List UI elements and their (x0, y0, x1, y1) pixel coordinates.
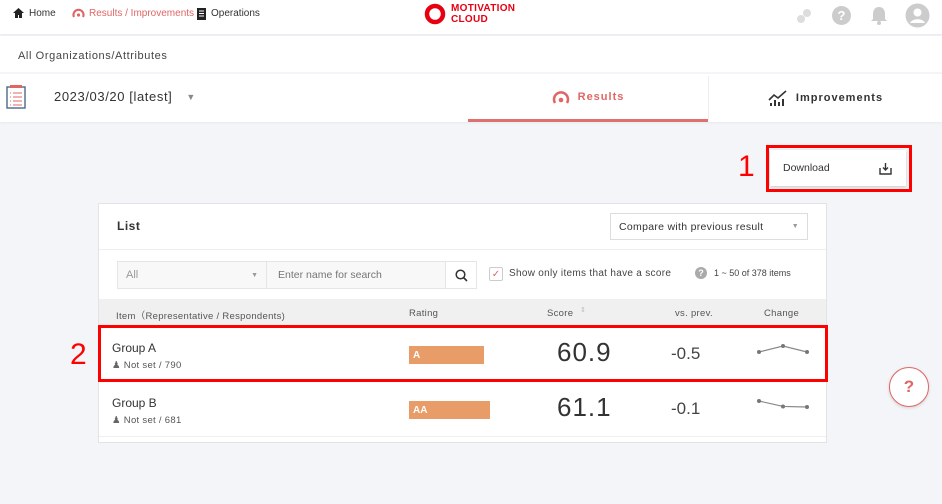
annotation-box (98, 325, 828, 382)
nav-home[interactable]: Home (12, 7, 56, 19)
date-select[interactable]: 2023/03/20 [latest] ▼ (54, 89, 196, 104)
rating-bar: A (409, 346, 484, 364)
search-icon (454, 268, 468, 282)
breadcrumb[interactable]: All Organizations/Attributes (0, 36, 942, 72)
clipboard-icon (197, 8, 206, 20)
annotation-box (766, 145, 912, 192)
filter-select[interactable]: All ▼ (117, 261, 267, 289)
help-fab[interactable]: ? (889, 367, 929, 407)
checkbox-label: Show only items that have a score (509, 268, 672, 279)
list-title: List (117, 219, 141, 233)
dropdown-arrow-icon: ▼ (186, 91, 196, 102)
vs-prev-value: -0.1 (671, 399, 701, 418)
row-name: Group B (112, 396, 157, 410)
search-input[interactable] (266, 261, 446, 289)
logo-ring-icon (424, 3, 446, 25)
survey-list-icon (6, 85, 26, 109)
download-icon (879, 162, 892, 175)
svg-text:?: ? (838, 8, 846, 23)
table-header: Item（Representative / Respondents) Ratin… (99, 299, 826, 327)
tab-bar: 2023/03/20 [latest] ▼ Results Improvemen… (0, 74, 942, 122)
row-meta: ♟ Not set / 681 (112, 415, 182, 426)
row-meta: ♟ Not set / 790 (112, 360, 182, 371)
table-row[interactable]: Group B ♟ Not set / 681 AA 61.1 -0.1 (99, 383, 826, 437)
divider (99, 249, 826, 250)
dropdown-arrow-icon: ▼ (791, 223, 799, 230)
nav-operations[interactable]: Operations (196, 7, 260, 20)
person-icon: ♟ (112, 415, 121, 426)
list-card: List Compare with previous result ▼ All ▼ … (98, 203, 827, 443)
person-icon: ♟ (112, 360, 121, 371)
compare-select[interactable]: Compare with previous result ▼ (610, 213, 808, 240)
annotation-number: 2 (70, 338, 87, 371)
search-button[interactable] (445, 261, 477, 289)
tab-improvements[interactable]: Improvements (709, 74, 942, 122)
link-icon[interactable] (795, 6, 813, 26)
sort-icon[interactable]: ⇕ (580, 307, 586, 314)
score-value: 60.9 (557, 337, 612, 367)
avatar-icon[interactable] (905, 3, 930, 28)
tab-results[interactable]: Results (468, 74, 708, 122)
rating-bar: AA (409, 401, 490, 419)
logo[interactable]: MOTIVATION CLOUD (424, 3, 515, 25)
score-only-checkbox[interactable]: ✓ (489, 267, 503, 281)
gauge-icon (72, 8, 85, 18)
annotation-number: 1 (738, 150, 755, 183)
help-icon[interactable]: ? (695, 267, 707, 279)
top-nav: Home Results / Improvements Operations M… (0, 0, 942, 34)
nav-results[interactable]: Results / Improvements (72, 7, 194, 19)
home-icon (13, 8, 24, 18)
help-icon[interactable]: ? (831, 5, 852, 26)
bell-icon[interactable] (870, 5, 888, 26)
dropdown-arrow-icon: ▼ (251, 271, 258, 279)
download-button[interactable]: Download (770, 150, 906, 186)
vs-prev-value: -0.5 (671, 344, 701, 363)
gauge-icon (552, 90, 569, 104)
trend-chart-icon (768, 90, 787, 106)
tab-divider (708, 76, 709, 120)
pagination-info: 1 ~ 50 of 378 items (714, 268, 791, 278)
row-name: Group A (112, 341, 157, 355)
sort-score[interactable]: Score (547, 308, 574, 319)
score-value: 61.1 (557, 392, 612, 422)
